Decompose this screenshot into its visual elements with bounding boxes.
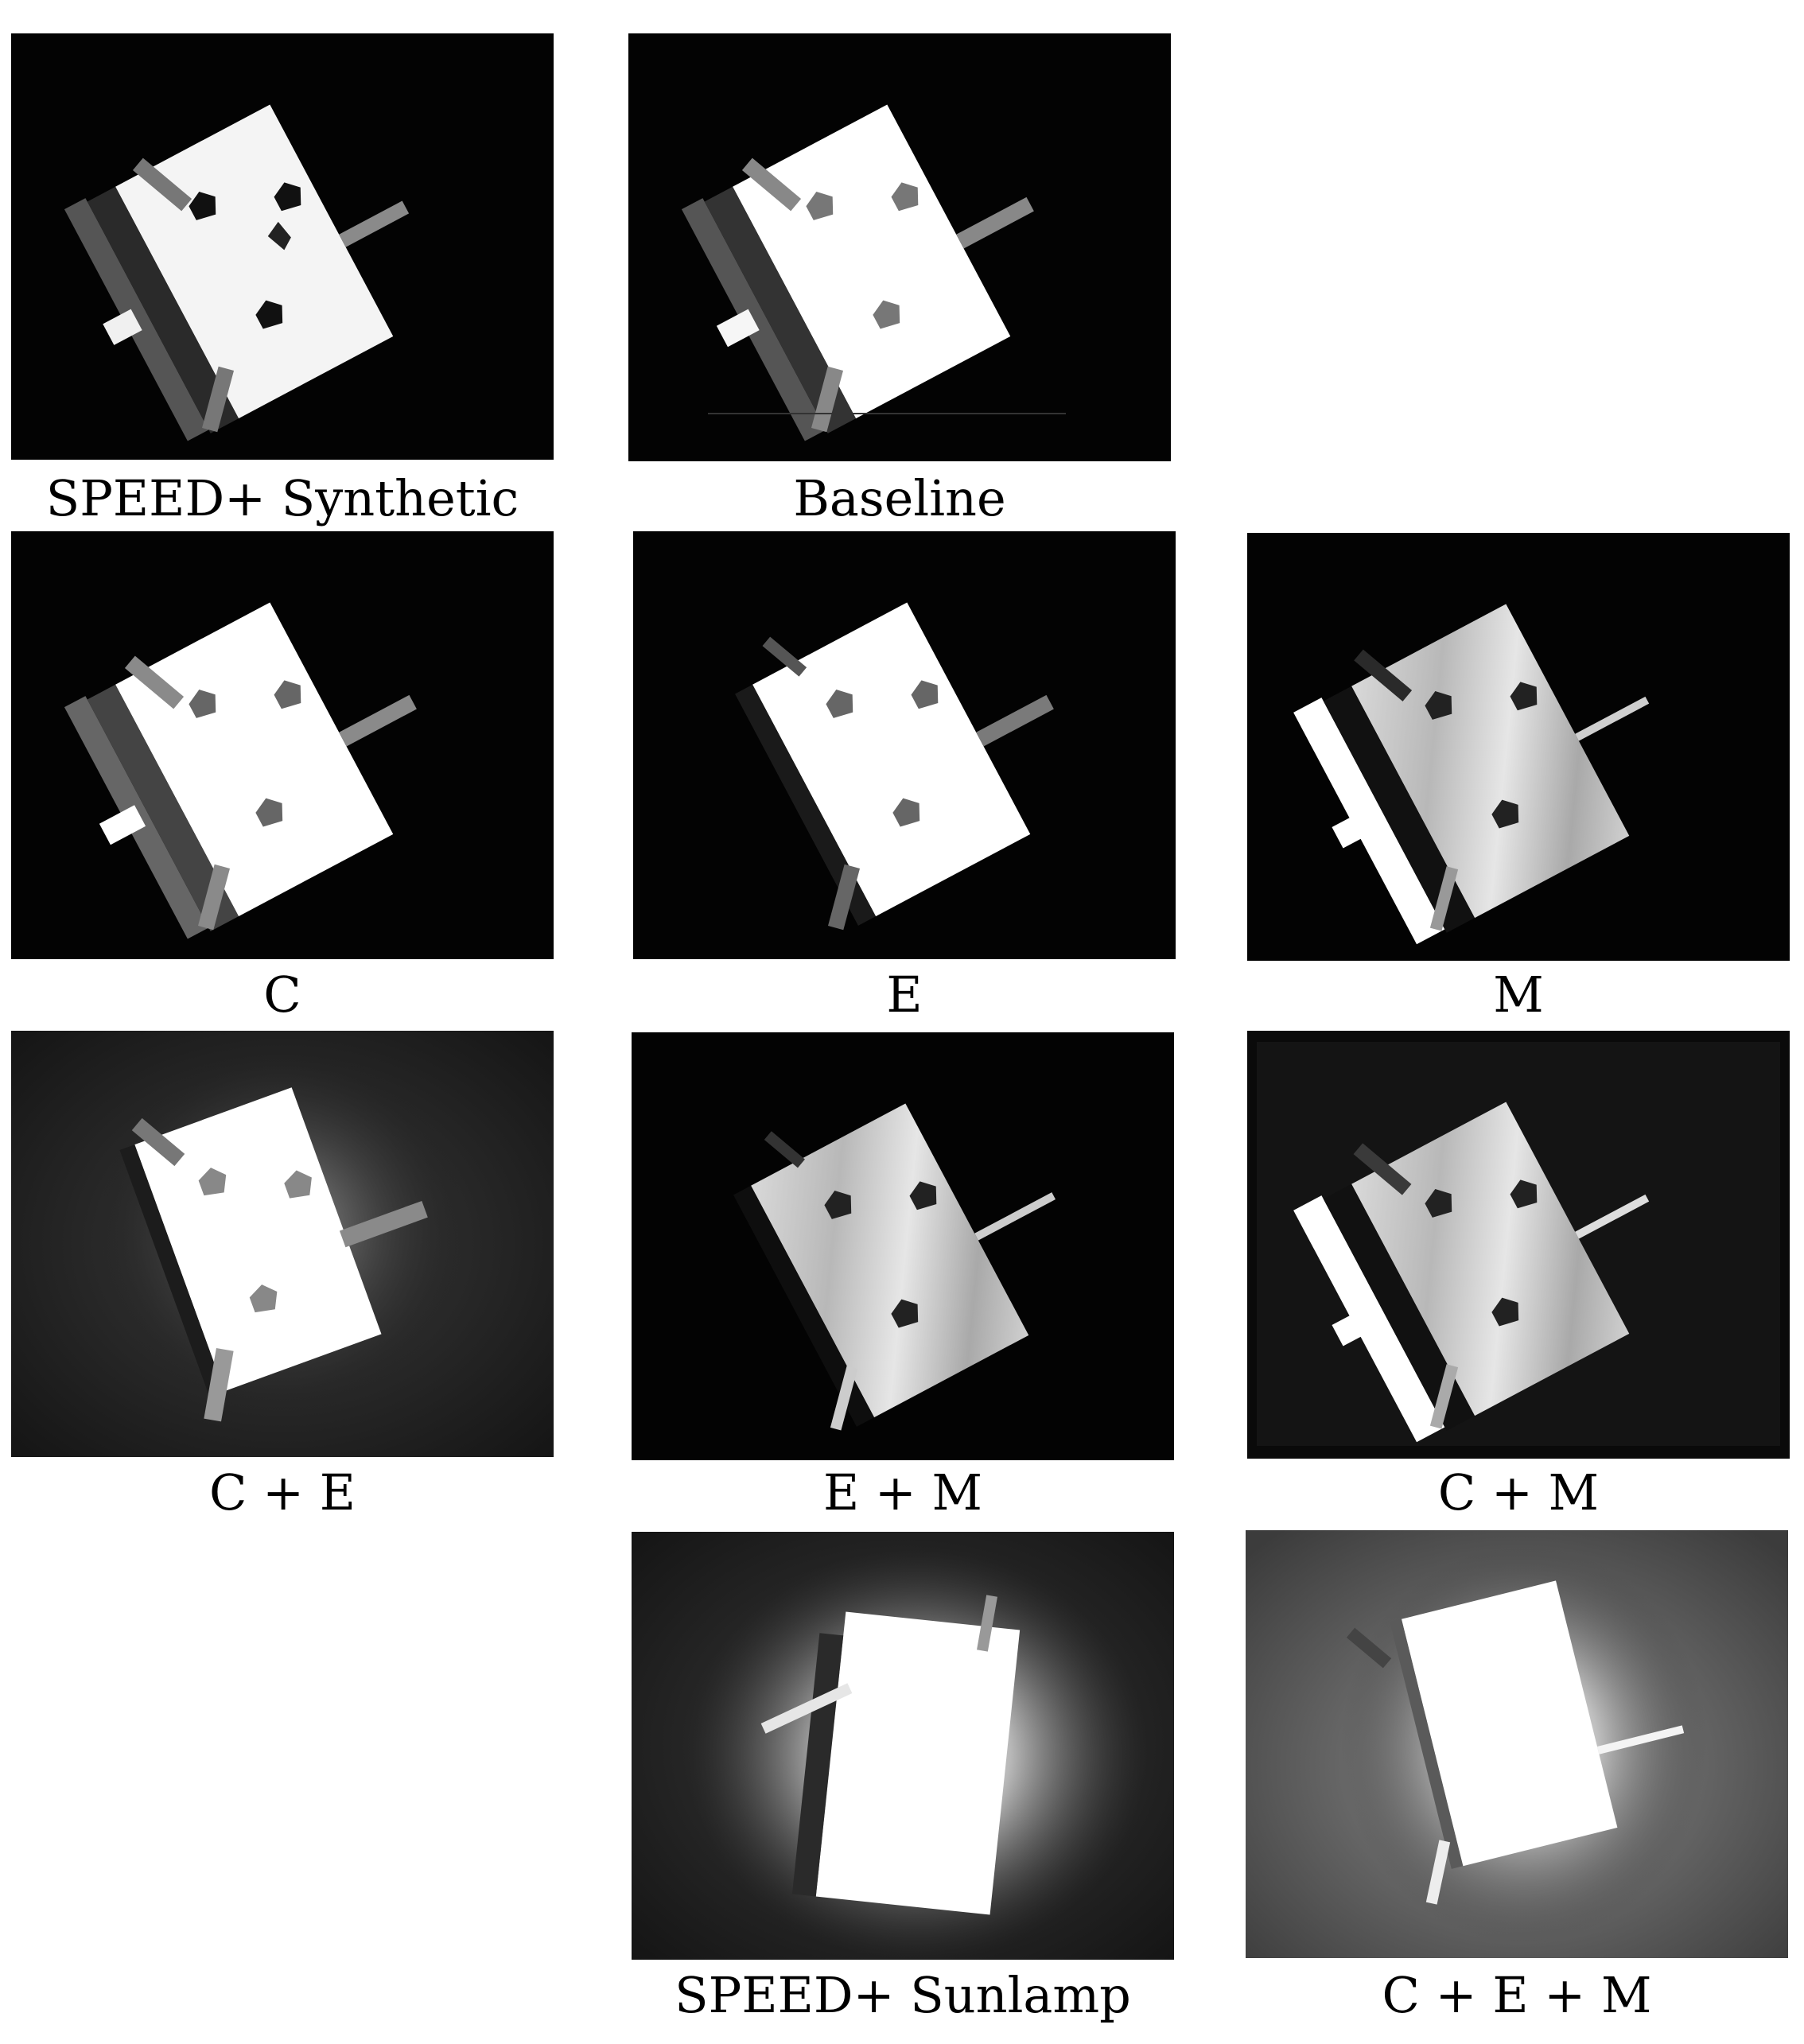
satellite-image-e-m [632,1032,1174,1460]
panel-c-m [1247,1031,1790,1459]
caption-m: M [1493,966,1544,1024]
panel-c-e [11,1031,554,1457]
caption-e-m: E + M [822,1463,983,1521]
caption-c-e: C + E [208,1463,356,1521]
panel-baseline [628,33,1171,461]
satellite-image-e [633,531,1176,959]
caption-c-e-m: C + E + M [1382,1966,1652,2024]
panel-c [11,531,554,959]
panel-e [633,531,1176,959]
panel-speed-synthetic [11,33,554,460]
caption-c: C [263,966,301,1024]
caption-speed-synthetic: SPEED+ Synthetic [45,469,519,527]
panel-speed-sunlamp [632,1532,1174,1960]
caption-speed-sunlamp: SPEED+ Sunlamp [675,1966,1131,2024]
satellite-image-c-m [1247,1031,1790,1459]
caption-e: E [886,966,923,1024]
caption-baseline: Baseline [793,469,1006,527]
satellite-image-baseline [628,33,1171,461]
satellite-image-c-e-m [1246,1530,1788,1958]
satellite-image-speed-synthetic [11,33,554,460]
panel-e-m [632,1032,1174,1460]
satellite-image-speed-sunlamp [632,1532,1174,1960]
satellite-image-c [11,531,554,959]
caption-c-m: C + M [1437,1463,1600,1521]
panel-m [1247,533,1790,961]
satellite-image-m [1247,533,1790,961]
satellite-image-c-e [11,1031,554,1457]
panel-c-e-m [1246,1530,1788,1958]
